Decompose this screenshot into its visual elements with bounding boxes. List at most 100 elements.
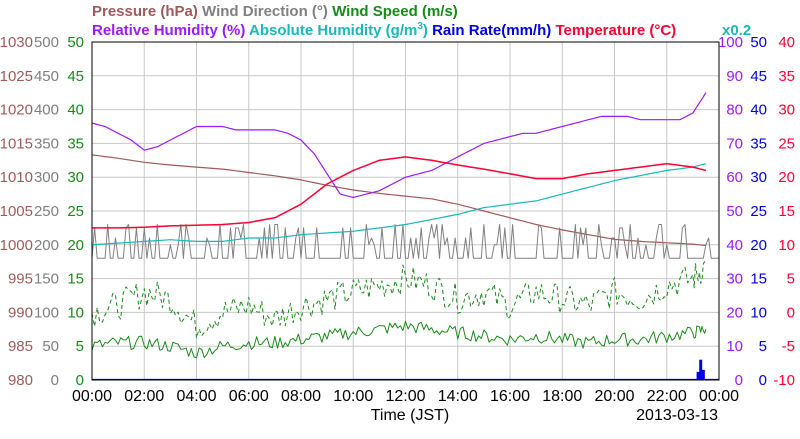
- y-tick-rain-rate: 50: [750, 34, 767, 51]
- y-tick-wind-speed: 45: [67, 68, 84, 85]
- x-tick-label: 02:00: [124, 388, 164, 405]
- y-tick-humidity: 20: [726, 304, 743, 321]
- x-tick-label: 06:00: [229, 388, 269, 405]
- rain-rate-bar: [701, 369, 705, 380]
- series-wind-speed-m-s-gust: [91, 261, 707, 339]
- series-pressure-hpa: [91, 154, 706, 247]
- y-tick-wind-speed: 15: [67, 271, 84, 288]
- x-tick-label: 08:00: [281, 388, 321, 405]
- y-tick-temperature: 20: [778, 169, 795, 186]
- x-axis-label: Time (JST): [371, 407, 450, 424]
- x-tick-label: 22:00: [647, 388, 687, 405]
- y-tick-wind-direction: 150: [34, 271, 59, 288]
- rain-rate-bar: [699, 359, 703, 380]
- y-tick-wind-direction: 400: [34, 102, 59, 119]
- y-tick-wind-direction: 0: [51, 372, 59, 389]
- y-tick-humidity: 30: [726, 271, 743, 288]
- y-tick-humidity: 40: [726, 237, 743, 254]
- y-tick-rain-rate: 20: [750, 237, 767, 254]
- y-tick-humidity: 50: [726, 203, 743, 220]
- y-tick-wind-direction: 500: [34, 34, 59, 51]
- legend-entry: Wind Direction (°): [202, 3, 332, 20]
- series-wind-direction: [91, 224, 719, 259]
- y-tick-temperature: 5: [787, 271, 795, 288]
- legend-entry: Absolute Humidity (g/m: [249, 22, 417, 39]
- y-tick-humidity: 60: [726, 169, 743, 186]
- grid: [92, 42, 719, 380]
- y-tick-temperature: 40: [778, 34, 795, 51]
- y-tick-wind-speed: 40: [67, 102, 84, 119]
- y-tick-temperature: -5: [782, 338, 795, 355]
- y-axes: 1030102510201015101010051000995990985980…: [0, 34, 795, 389]
- y-tick-rain-rate: 25: [750, 203, 767, 220]
- legend-entry-tail: ): [423, 22, 432, 39]
- legend-entry: Relative Humidity (%): [92, 22, 245, 39]
- series-layer: [91, 92, 719, 381]
- y-tick-wind-speed: 20: [67, 237, 84, 254]
- x-tick-label: 04:00: [176, 388, 216, 405]
- y-tick-rain-rate: 40: [750, 102, 767, 119]
- y-tick-rain-rate: 0: [759, 372, 767, 389]
- y-tick-humidity: 90: [726, 68, 743, 85]
- y-tick-pressure: 1015: [0, 135, 33, 152]
- plot-frame: [91, 41, 720, 381]
- x-tick-label: 00:00: [699, 388, 739, 405]
- y-tick-humidity: 100: [718, 34, 743, 51]
- y-tick-pressure: 995: [8, 271, 33, 288]
- y-tick-wind-speed: 10: [67, 304, 84, 321]
- x-tick-label: 16:00: [490, 388, 530, 405]
- y-tick-wind-direction: 250: [34, 203, 59, 220]
- y-tick-pressure: 1000: [0, 237, 33, 254]
- y-tick-wind-speed: 5: [76, 338, 84, 355]
- y-tick-wind-speed: 50: [67, 34, 84, 51]
- y-tick-wind-direction: 300: [34, 169, 59, 186]
- legend-line-1: Pressure (hPa) Wind Direction (°) Wind S…: [92, 3, 458, 20]
- legend-entry: Pressure (hPa): [92, 3, 202, 20]
- y-tick-humidity: 70: [726, 135, 743, 152]
- date-label: 2013-03-13: [636, 407, 718, 424]
- y-tick-temperature: -10: [773, 372, 795, 389]
- y-tick-wind-direction: 350: [34, 135, 59, 152]
- x-tick-label: 00:00: [72, 388, 112, 405]
- y-tick-wind-direction: 450: [34, 68, 59, 85]
- y-tick-humidity: 0: [735, 372, 743, 389]
- y-tick-temperature: 35: [778, 68, 795, 85]
- abs-humidity-scale-note: x0.2: [722, 22, 751, 39]
- x-tick-label: 14:00: [438, 388, 478, 405]
- y-tick-wind-speed: 25: [67, 203, 84, 220]
- legend-entry: Wind Speed (m/s): [332, 3, 458, 20]
- series-absolute-humidity-g-m3-x0-2: [91, 163, 707, 246]
- legend-superscript: 3: [417, 21, 423, 32]
- y-tick-pressure: 985: [8, 338, 33, 355]
- y-tick-temperature: 15: [778, 203, 795, 220]
- x-axis: Time (JST) 2013-03-13 00:00 02:00 04:00 06:…: [72, 388, 739, 424]
- y-tick-pressure: 990: [8, 304, 33, 321]
- series-relative-humidity: [91, 92, 707, 199]
- legend-line-2: Relative Humidity (%) Absolute Humidity …: [92, 21, 676, 39]
- y-tick-pressure: 980: [8, 372, 33, 389]
- y-tick-wind-direction: 100: [34, 304, 59, 321]
- y-tick-humidity: 80: [726, 102, 743, 119]
- rain-rate-bar: [696, 371, 700, 380]
- y-tick-rain-rate: 30: [750, 169, 767, 186]
- series-wind-speed-m-s: [91, 320, 707, 359]
- y-tick-rain-rate: 10: [750, 304, 767, 321]
- y-tick-temperature: 25: [778, 135, 795, 152]
- x-tick-label: 20:00: [594, 388, 634, 405]
- y-tick-rain-rate: 5: [759, 338, 767, 355]
- y-tick-wind-speed: 30: [67, 169, 84, 186]
- x-tick-label: 18:00: [542, 388, 582, 405]
- legend: Pressure (hPa) Wind Direction (°) Wind S…: [92, 3, 751, 39]
- y-tick-temperature: 0: [787, 304, 795, 321]
- y-tick-temperature: 30: [778, 102, 795, 119]
- series-temperature-c: [92, 156, 707, 229]
- y-tick-rain-rate: 35: [750, 135, 767, 152]
- legend-entry: Temperature (°C): [555, 22, 676, 39]
- legend-entry: Rain Rate(mm/h): [432, 22, 551, 39]
- y-tick-wind-speed: 35: [67, 135, 84, 152]
- x-tick-label: 10:00: [333, 388, 373, 405]
- y-tick-pressure: 1010: [0, 169, 33, 186]
- y-tick-rain-rate: 15: [750, 271, 767, 288]
- y-tick-wind-speed: 0: [76, 372, 84, 389]
